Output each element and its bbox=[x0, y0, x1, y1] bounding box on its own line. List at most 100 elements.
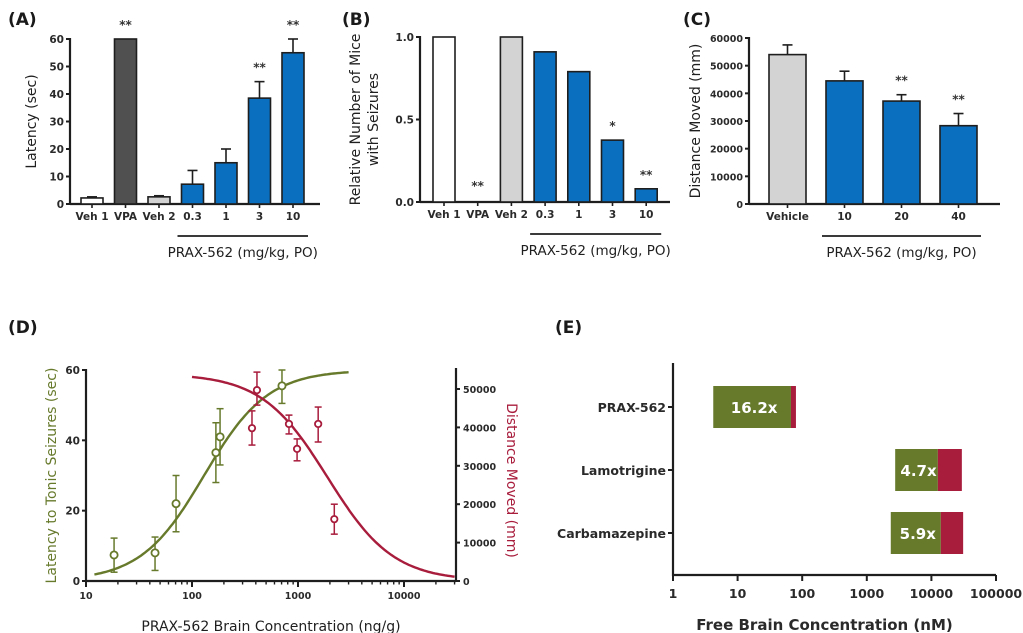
bar bbox=[432, 36, 456, 203]
bar bbox=[214, 161, 238, 205]
tolerability-range-bar bbox=[940, 512, 964, 554]
ratio-label: 4.7x bbox=[900, 462, 937, 480]
panel-d: 0 20 40 60 0 10000 20000 30000 40000 50000 10 100 10… bbox=[44, 365, 519, 633]
right-y-tick-label: 30000 bbox=[463, 462, 496, 473]
x-tick-label: 1000 bbox=[849, 586, 884, 601]
x-tick-label: 10000 bbox=[910, 586, 954, 601]
x-tick-label: Veh 1 bbox=[427, 209, 460, 221]
x-tick-label: VPA bbox=[114, 211, 138, 223]
group-label: PRAX-562 (mg/kg, PO) bbox=[521, 243, 671, 259]
panel-label-e: (E) bbox=[555, 318, 582, 338]
y-tick-label: 50 bbox=[49, 62, 64, 74]
x-tick-label: 3 bbox=[609, 209, 616, 221]
significance-marker: * bbox=[609, 119, 616, 133]
group-label: PRAX-562 (mg/kg, PO) bbox=[168, 245, 318, 261]
y-tick-label: 50000 bbox=[710, 62, 743, 73]
bar bbox=[499, 36, 524, 203]
distance-data-point bbox=[314, 419, 323, 429]
panel-label-c: (C) bbox=[683, 10, 711, 30]
tolerability-range-bar bbox=[790, 386, 796, 428]
right-y-tick-label: 0 bbox=[463, 577, 470, 588]
x-tick-label: 10 bbox=[286, 211, 301, 223]
efficacy-range-bar bbox=[890, 512, 941, 554]
bar bbox=[600, 139, 625, 203]
ratio-label: 16.2x bbox=[731, 399, 778, 417]
bar bbox=[825, 80, 864, 205]
x-tick-label: Veh 2 bbox=[142, 211, 175, 223]
x-tick-label: 1 bbox=[222, 211, 229, 223]
y-axis-title: Relative Number of Mice with Seizures bbox=[348, 34, 382, 206]
bar bbox=[533, 51, 557, 203]
y-tick-label: 1.0 bbox=[395, 32, 414, 44]
panel-c: 0 10000 20000 30000 40000 50000 60000 Vehicle 10… bbox=[688, 34, 1000, 261]
x-tick-label: Veh 2 bbox=[495, 209, 528, 221]
y-tick-label: 10000 bbox=[710, 172, 743, 183]
x-tick-label: 10 bbox=[79, 591, 93, 602]
distance-data-point bbox=[330, 515, 339, 524]
distance-data-point bbox=[292, 444, 302, 454]
bar bbox=[566, 70, 591, 203]
distance-data-point bbox=[284, 419, 294, 429]
x-tick-label: 3 bbox=[256, 211, 263, 223]
x-tick-label: Vehicle bbox=[766, 211, 809, 223]
bar bbox=[634, 188, 659, 203]
left-y-tick-label: 40 bbox=[65, 435, 80, 447]
y-axis-title: Latency (sec) bbox=[24, 74, 40, 168]
panel-b: 0.0 0.5 1.0 Veh 1 VPA ** Veh 2 0.3 1 3 * 10 ** PRAX-5… bbox=[348, 32, 671, 259]
y-axis-title: Distance Moved (mm) bbox=[688, 44, 704, 199]
tolerability-range-bar bbox=[937, 449, 962, 491]
latency-data-point bbox=[109, 550, 119, 560]
y-tick-label: 0.0 bbox=[395, 197, 414, 209]
bar bbox=[281, 51, 305, 205]
x-tick-label: 0.3 bbox=[183, 211, 202, 223]
panel-a: 0 10 20 30 40 50 60 Veh 1 VPA ** Veh 2 0.3 1 3 ** 10 ** P… bbox=[24, 18, 320, 261]
distance-fit-curve bbox=[191, 375, 455, 578]
x-tick-label: 20 bbox=[894, 211, 909, 223]
significance-marker: ** bbox=[119, 18, 132, 32]
x-tick-label: 10 bbox=[729, 586, 747, 601]
right-y-tick-label: 10000 bbox=[463, 539, 496, 550]
x-tick-label: 40 bbox=[951, 211, 966, 223]
x-tick-label: 0.3 bbox=[536, 209, 555, 221]
right-y-tick-label: 50000 bbox=[463, 385, 496, 396]
category-label: Lamotrigine bbox=[581, 463, 666, 478]
category-label: PRAX-562 bbox=[598, 400, 666, 415]
significance-marker: ** bbox=[287, 18, 300, 32]
latency-data-point bbox=[150, 548, 160, 558]
latency-data-point bbox=[277, 381, 287, 391]
distance-data-point bbox=[247, 424, 257, 433]
right-y-tick-label: 20000 bbox=[463, 500, 496, 511]
latency-data-point bbox=[211, 448, 221, 458]
left-y-axis-title: Latency to Tonic Seizures (sec) bbox=[44, 368, 60, 584]
left-y-tick-label: 20 bbox=[65, 506, 80, 518]
y-tick-label: 20 bbox=[49, 144, 64, 156]
x-tick-label: 1 bbox=[669, 586, 678, 601]
y-tick-label: 30 bbox=[49, 117, 64, 129]
y-axis-title-line: Relative Number of Mice bbox=[348, 34, 364, 206]
right-y-axis-title: Distance Moved (mm) bbox=[503, 403, 519, 558]
y-axis-title-line: with Seizures bbox=[366, 73, 382, 166]
y-tick-label: 0.5 bbox=[395, 115, 414, 127]
x-tick-label: 100 bbox=[182, 591, 202, 602]
ratio-label: 5.9x bbox=[900, 525, 937, 543]
x-axis-title: Free Brain Concentration (nM) bbox=[696, 616, 953, 633]
bar bbox=[80, 197, 104, 205]
x-tick-label: 1 bbox=[575, 209, 582, 221]
significance-marker: ** bbox=[640, 168, 653, 182]
latency-data-point bbox=[171, 499, 181, 509]
left-y-tick-label: 60 bbox=[65, 365, 80, 377]
x-axis-title: PRAX-562 Brain Concentration (ng/g) bbox=[141, 619, 400, 633]
panel-e: 1 10 100 1000 10000 100000 Free Brain Concentr… bbox=[557, 363, 1022, 633]
bar bbox=[247, 97, 272, 205]
significance-marker: ** bbox=[253, 61, 266, 75]
x-tick-label: VPA bbox=[466, 209, 490, 221]
group-label: PRAX-562 (mg/kg, PO) bbox=[826, 245, 976, 261]
panel-label-a: (A) bbox=[8, 10, 37, 30]
bar bbox=[180, 183, 205, 205]
y-tick-label: 60 bbox=[49, 34, 64, 46]
efficacy-range-bar bbox=[713, 386, 791, 428]
y-tick-label: 30000 bbox=[710, 117, 743, 128]
significance-marker: ** bbox=[895, 74, 908, 88]
bar bbox=[768, 53, 807, 205]
